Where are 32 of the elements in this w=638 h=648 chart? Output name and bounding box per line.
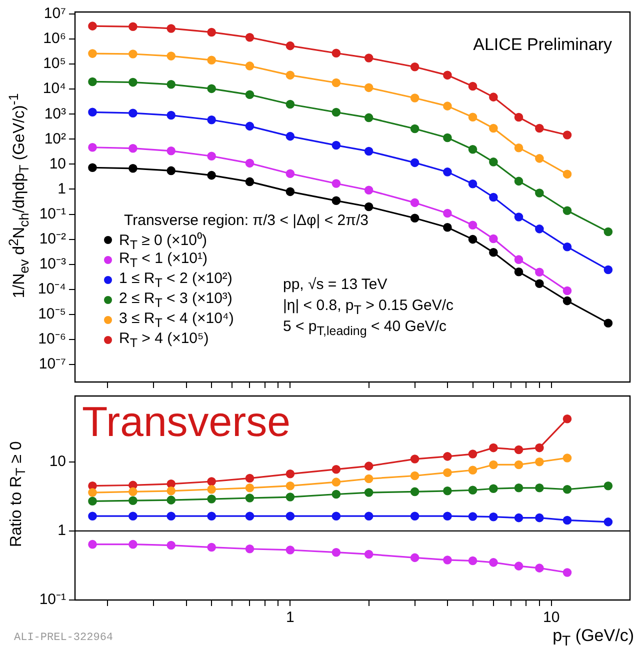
y-tick-label: 10 — [49, 155, 66, 172]
y-tick-label: 1 — [58, 522, 66, 540]
legend-label: R$_{T}$ < 1 (×10¹) — [119, 250, 208, 270]
y-tick-label: 10⁻³ — [39, 255, 66, 272]
legend-label: 1 ≤ R$_{T}$ < 2 (×10²) — [119, 270, 232, 290]
annotation: ALICE Preliminary — [473, 35, 612, 55]
y-tick-label: 10⁻⁴ — [38, 280, 66, 298]
y-tick-label: 1 — [58, 180, 66, 198]
y-tick-label: 10³ — [44, 105, 66, 122]
y-tick-label: 10⁻¹ — [39, 205, 66, 222]
y-tick-label: 10⁻¹ — [39, 591, 66, 608]
y-tick-label: 10⁶ — [43, 30, 66, 48]
annotation: Transverse — [82, 398, 291, 446]
legend-title: Transverse region: π/3 < |Δφ| < 2π/3 — [124, 210, 368, 230]
x-axis-title: p$_{T}$ (GeV/c) — [552, 626, 634, 648]
y-tick-label: 10⁻² — [39, 230, 66, 248]
text: ALI-PREL-322964 — [14, 632, 114, 644]
legend-label: R$_{T}$ ≥ 0 (×10⁰) — [119, 230, 207, 252]
y-tick-label: 10⁻⁶ — [38, 330, 66, 348]
annotation: |η| < 0.8, p$_{T}$ > 0.15 GeV/c — [283, 297, 454, 317]
legend-label: 2 ≤ R$_{T}$ < 3 (×10³) — [119, 290, 232, 310]
legend-label: 3 ≤ R$_{T}$ < 4 (×10⁴) — [119, 310, 234, 330]
y-tick-label: 10⁻⁵ — [38, 306, 66, 323]
y-tick-label: 10⁴ — [42, 80, 66, 98]
legend-label: R$_{T}$ > 4 (×10⁵) — [119, 330, 209, 350]
y-tick-label: 10⁷ — [44, 5, 66, 22]
annotation: pp, √s = 13 TeV — [283, 276, 388, 293]
y-tick-label: 10⁵ — [43, 55, 66, 72]
y-tick-label: 10⁻⁷ — [38, 356, 66, 373]
y-tick-label: 10² — [44, 130, 66, 148]
annotation: 5 < p$_{T,leading}$ < 40 GeV/c — [283, 318, 446, 338]
y-tick-label: 10 — [49, 453, 66, 470]
